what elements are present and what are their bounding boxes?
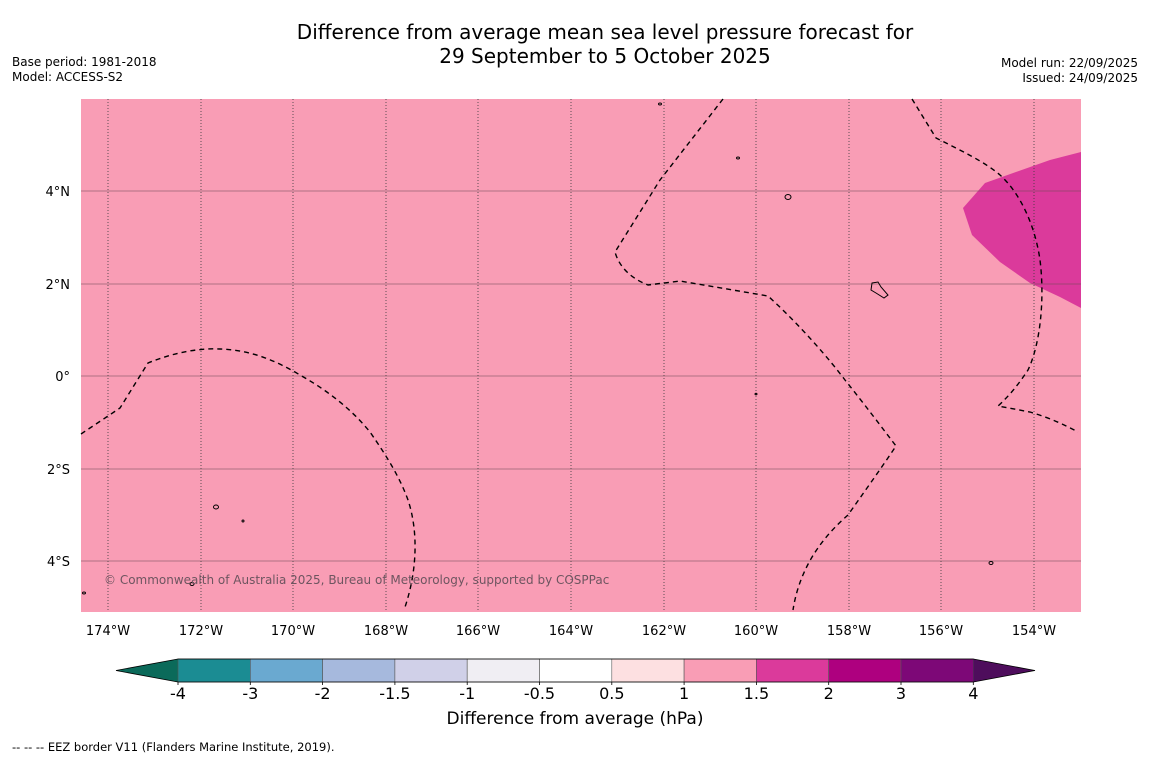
island	[213, 504, 219, 510]
island	[988, 561, 994, 565]
latitude-labels: 4°N 2°N 0° 2°S 4°S	[46, 185, 71, 570]
island	[736, 156, 740, 160]
colorbar-tick-label: 4	[968, 684, 978, 703]
base-period: Base period: 1981-2018	[12, 55, 157, 69]
eez-border-central	[614, 98, 897, 611]
colorbar-segment	[756, 658, 830, 683]
lon-label: 172°W	[179, 624, 223, 639]
lon-label: 166°W	[456, 624, 500, 639]
lon-label: 158°W	[827, 624, 871, 639]
colorbar-label: Difference from average (hPa)	[446, 709, 704, 729]
colorbar-segment	[394, 658, 468, 683]
title-line-2: 29 September to 5 October 2025	[439, 44, 771, 68]
colorbar-under-extension	[116, 659, 178, 682]
title-line-1: Difference from average mean sea level p…	[296, 20, 914, 44]
colorbar-tick-label: -1	[459, 684, 475, 703]
colorbar-segment	[322, 658, 396, 683]
colorbar-segment	[900, 658, 974, 683]
lon-label: 174°W	[86, 624, 130, 639]
eez-border-east	[911, 98, 1079, 433]
issued-date: Issued: 24/09/2025	[1022, 71, 1138, 85]
colorbar-tick-label: 3	[896, 684, 906, 703]
lon-label: 170°W	[271, 624, 315, 639]
colorbar-tick-label: -3	[242, 684, 258, 703]
lat-label: 4°N	[46, 185, 71, 200]
colorbar-tick-label: 0.5	[599, 684, 624, 703]
lon-label: 154°W	[1012, 624, 1056, 639]
lon-label: 160°W	[734, 624, 778, 639]
lon-label: 168°W	[364, 624, 408, 639]
island	[754, 392, 758, 396]
lat-label: 2°S	[47, 463, 70, 478]
colorbar-tick-label: 1.5	[744, 684, 769, 703]
latitude-gridlines	[81, 190, 1081, 562]
colorbar-segment	[611, 658, 685, 683]
chart-title: Difference from average mean sea level p…	[230, 20, 980, 68]
island	[189, 582, 195, 586]
colorbar-segment	[828, 658, 902, 683]
model-run: Model run: 22/09/2025	[1000, 56, 1138, 70]
island	[82, 591, 86, 595]
colorbar: -4 -3 -2 -1.5 -1 -0.5 0.5 1 1.5 2 3 4	[115, 658, 1036, 703]
meta-right: Model run: 22/09/2025 Issued: 24/09/2025	[1001, 56, 1138, 86]
island	[241, 519, 245, 523]
copyright-text: © Commonwealth of Australia 2025, Bureau…	[104, 573, 609, 587]
colorbar-tick-label: 1	[679, 684, 689, 703]
island	[870, 281, 889, 299]
eez-footnote: -- -- -- EEZ border V11 (Flanders Marine…	[12, 740, 335, 754]
colorbar-tick-label: 2	[824, 684, 834, 703]
model-name: Model: ACCESS-S2	[12, 70, 124, 84]
lon-label: 164°W	[549, 624, 593, 639]
colorbar-segment	[250, 658, 323, 683]
island	[784, 194, 792, 200]
lon-label: 162°W	[642, 624, 686, 639]
longitude-labels: 174°W 172°W 170°W 168°W 166°W 164°W 162°…	[86, 624, 1056, 639]
islands	[82, 102, 994, 595]
colorbar-segment	[466, 658, 540, 683]
colorbar-tick-label: -1.5	[379, 684, 410, 703]
colorbar-over-extension	[973, 659, 1035, 682]
lon-label: 156°W	[919, 624, 963, 639]
map-background-anomaly	[81, 99, 1081, 612]
lat-label: 2°N	[46, 278, 71, 293]
colorbar-tick-label: -0.5	[524, 684, 555, 703]
colorbar-segment	[177, 658, 251, 683]
colorbar-segment	[539, 658, 613, 683]
colorbar-tick-label: -4	[170, 684, 186, 703]
island	[658, 102, 662, 106]
lat-label: 0°	[55, 370, 70, 385]
lat-label: 4°S	[47, 555, 70, 570]
eez-border-west	[80, 348, 416, 611]
eez-borders	[80, 98, 1079, 611]
meta-left: Base period: 1981-2018 Model: ACCESS-S2	[12, 55, 157, 85]
colorbar-segment	[683, 658, 757, 683]
colorbar-tick-label: -2	[315, 684, 331, 703]
